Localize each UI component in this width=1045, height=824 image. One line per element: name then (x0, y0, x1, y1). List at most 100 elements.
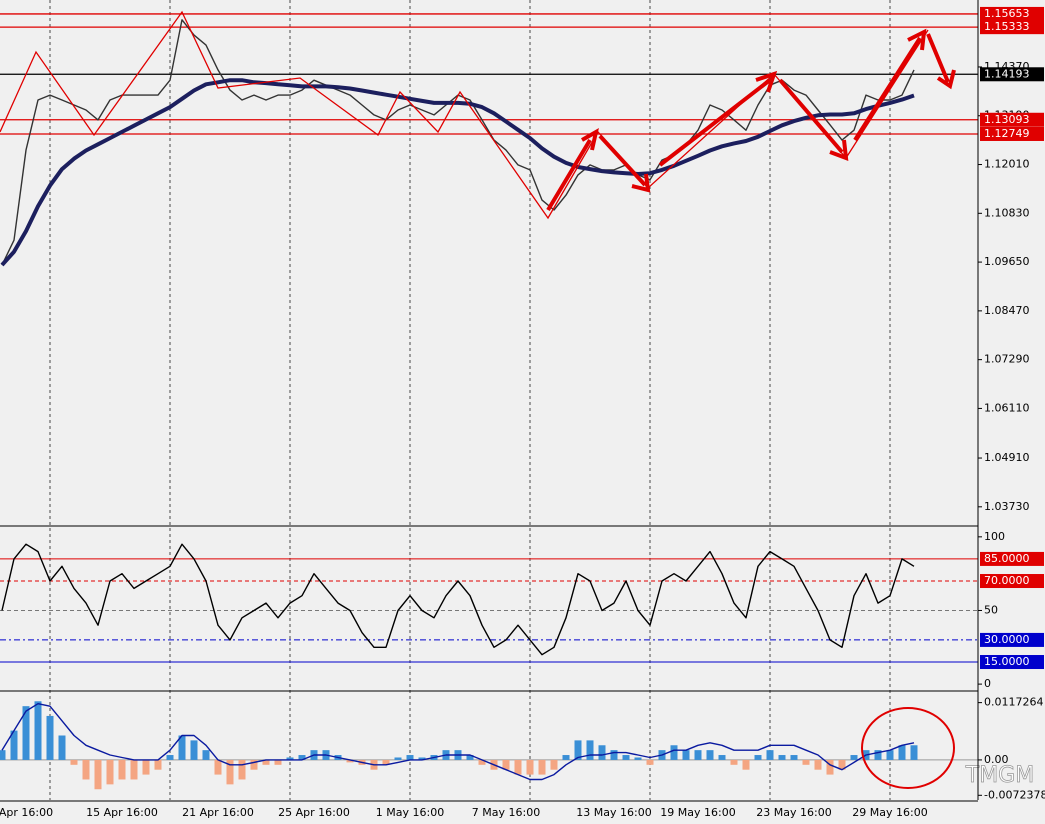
level-label: 85.0000 (984, 552, 1030, 565)
histogram-bar (730, 759, 738, 765)
level-label: 30.0000 (984, 633, 1030, 646)
level-label-box (980, 6, 1044, 21)
x-tick-label: 1 May 16:00 (376, 806, 444, 819)
watermark: TMGM (965, 763, 1034, 788)
y-tick-label: 1.10830 (984, 206, 1030, 219)
histogram-bar (622, 755, 630, 760)
histogram-bar (826, 759, 834, 775)
histogram-bar (754, 755, 762, 760)
x-tick-label: 25 Apr 16:00 (278, 806, 350, 819)
level-label: 1.14193 (984, 67, 1030, 80)
histogram-bar (178, 735, 186, 760)
histogram-bar (802, 759, 810, 765)
histogram-bar (262, 759, 270, 765)
y-tick-label: 0.00 (984, 753, 1009, 766)
level-label-box (980, 67, 1044, 82)
level-label-box (980, 20, 1044, 35)
level-label-box (980, 126, 1044, 141)
histogram-bar (82, 759, 90, 780)
histogram-bar (502, 759, 510, 770)
histogram-bar (466, 755, 474, 760)
histogram-bar (250, 759, 258, 770)
histogram-bar (562, 755, 570, 760)
histogram-bar (718, 755, 726, 760)
level-label-box (980, 655, 1044, 670)
histogram-bar (214, 759, 222, 775)
x-tick-label: 29 May 16:00 (852, 806, 927, 819)
series-line (1, 543, 915, 656)
histogram-bar (106, 759, 114, 785)
y-tick-label: 1.04910 (984, 451, 1030, 464)
arrow (778, 78, 849, 162)
histogram-bar (70, 759, 78, 765)
histogram-bar (838, 759, 846, 770)
arrow (546, 128, 599, 212)
histogram-bar (790, 755, 798, 760)
y-tick-label: 100 (984, 530, 1005, 543)
histogram-bar (670, 745, 678, 760)
histogram-bar (58, 735, 66, 760)
arrow (926, 33, 956, 90)
y-tick-label: 1.03730 (984, 500, 1030, 513)
y-tick-label: 0 (984, 677, 991, 690)
histogram-bar (130, 759, 138, 780)
histogram-bar (298, 755, 306, 760)
histogram-bar (514, 759, 522, 775)
histogram-bar (574, 740, 582, 760)
level-label: 15.0000 (984, 655, 1030, 668)
level-label: 1.12749 (984, 127, 1030, 140)
histogram-bar (0, 750, 6, 760)
histogram-bar (226, 759, 234, 785)
histogram-bar (694, 750, 702, 760)
level-label: 1.15653 (984, 7, 1030, 20)
arrow (598, 134, 651, 193)
zigzag (0, 10, 929, 220)
histogram-bar (142, 759, 150, 775)
histogram-bar (766, 750, 774, 760)
histogram-bar (190, 740, 198, 760)
y-tick-label: 1.07290 (984, 353, 1030, 366)
histogram-bar (94, 759, 102, 790)
histogram-bar (478, 759, 486, 765)
series-line (0, 78, 915, 267)
histogram-bar (586, 740, 594, 760)
histogram-bar (286, 757, 294, 760)
histogram-bar (238, 759, 246, 780)
histogram-bar (394, 757, 402, 760)
histogram-bar (10, 730, 18, 760)
histogram-bar (706, 750, 714, 760)
histogram-bar (598, 745, 606, 760)
y-tick-label: 1.12010 (984, 158, 1030, 171)
histogram-bar (742, 759, 750, 770)
histogram-bar (886, 750, 894, 760)
histogram-bar (634, 757, 642, 760)
histogram-bar (346, 759, 354, 763)
y-tick-label: 0.0117264 (984, 696, 1044, 709)
series-line (1, 703, 915, 781)
annotations (0, 10, 956, 789)
x-tick-label: 23 May 16:00 (756, 806, 831, 819)
level-label-box (980, 632, 1044, 647)
x-tick-label: Apr 16:00 (0, 806, 53, 819)
level-label: 1.15333 (984, 20, 1030, 33)
histogram-bar (526, 759, 534, 775)
histogram-bar (382, 759, 390, 765)
level-label-box (980, 574, 1044, 589)
y-tick-label: 1.08470 (984, 304, 1030, 317)
x-tick-label: 19 May 16:00 (660, 806, 735, 819)
histogram-bar (910, 745, 918, 760)
level-label-box (980, 112, 1044, 127)
y-tick-label: 50 (984, 603, 998, 616)
x-tick-label: 15 Apr 16:00 (86, 806, 158, 819)
histogram-bar (154, 759, 162, 770)
histogram-bar (202, 750, 210, 760)
arrow (658, 70, 778, 167)
histogram-bar (898, 745, 906, 760)
histogram-bar (550, 759, 558, 770)
y-tick-label: 1.06110 (984, 401, 1030, 414)
histogram-bar (538, 759, 546, 775)
level-label: 70.0000 (984, 574, 1030, 587)
histogram-bar (610, 750, 618, 760)
